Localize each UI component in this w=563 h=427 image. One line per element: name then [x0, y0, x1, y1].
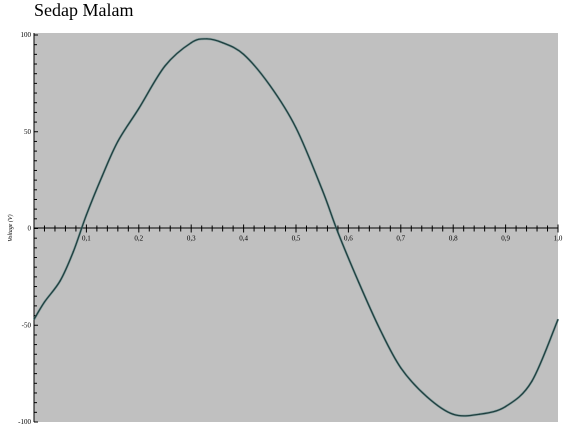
- x-tick-label: 0,3: [187, 235, 196, 243]
- series-point: [321, 189, 323, 191]
- x-tick-label: 0,9: [501, 235, 510, 243]
- series-point: [72, 251, 74, 253]
- x-tick-label: 0,7: [396, 235, 405, 243]
- series-point: [531, 380, 533, 382]
- series-point: [206, 38, 208, 40]
- series-point: [117, 140, 119, 143]
- x-tick-label: 0,1: [82, 235, 91, 243]
- series-point: [358, 282, 360, 284]
- y-tick-label: 50: [24, 128, 32, 136]
- series-point: [452, 413, 454, 415]
- x-tick-label: 0,2: [134, 235, 143, 243]
- series-point: [43, 301, 46, 303]
- series-point: [557, 318, 559, 321]
- y-axis-label: Voltage (V): [7, 214, 14, 241]
- series-point: [478, 413, 480, 415]
- series-point: [505, 405, 507, 408]
- series-point: [164, 65, 166, 67]
- y-tick-label: 100: [21, 31, 32, 39]
- series-point: [101, 175, 103, 177]
- series-point: [33, 318, 35, 321]
- y-tick-label: 0: [28, 225, 32, 233]
- x-tick-label: 1,0: [554, 235, 563, 243]
- series-point: [243, 53, 245, 55]
- x-tick-label: 0,4: [239, 235, 248, 243]
- y-tick-label: -50: [22, 321, 32, 329]
- x-tick-label: 0,6: [344, 235, 353, 243]
- series-point: [269, 84, 271, 86]
- x-tick-label: 0,5: [292, 235, 301, 243]
- series-point: [222, 42, 224, 44]
- chart-title: Sedap Malam: [34, 0, 134, 20]
- series-point: [295, 127, 297, 129]
- series-point: [379, 328, 381, 330]
- series-point: [138, 107, 140, 110]
- series-point: [337, 231, 339, 233]
- series-point: [85, 214, 87, 216]
- series-point: [400, 367, 402, 369]
- series-point: [426, 396, 428, 398]
- y-tick-label: -100: [18, 418, 31, 426]
- series-point: [190, 42, 192, 44]
- series-point: [59, 280, 61, 282]
- x-tick-label: 0,8: [449, 235, 458, 243]
